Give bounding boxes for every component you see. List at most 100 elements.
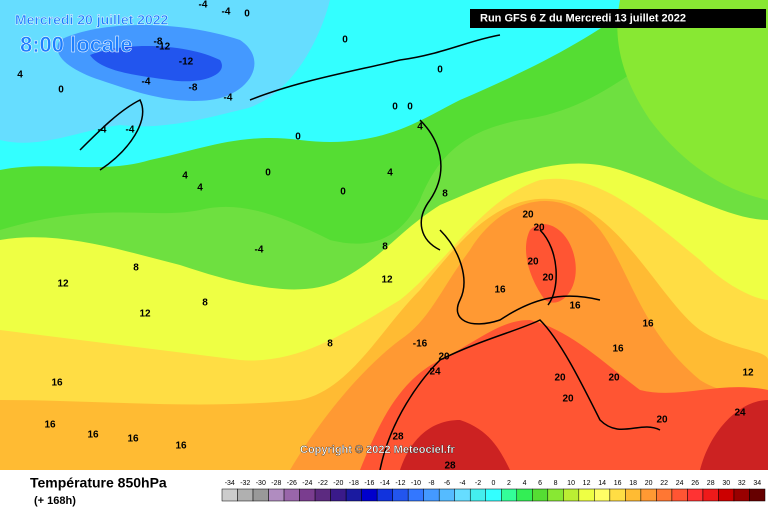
colorbar-swatch [469,488,486,502]
contour-line [419,119,442,251]
colorbar-swatch [733,488,750,502]
contour-label: 16 [494,285,506,296]
colorbar-swatch [423,488,440,502]
colorbar-swatch [376,488,393,502]
colorbar-swatch [547,488,564,502]
contour-label: 16 [127,434,139,445]
colorbar-label: -4 [459,480,465,487]
contour-label: -4 [98,125,107,136]
contour-label: 4 [197,183,203,194]
colorbar-label: 18 [629,480,637,487]
colorbar-swatch [532,488,549,502]
contour-label: 16 [51,378,63,389]
colorbar-swatch [237,488,254,502]
colorbar-label: -30 [256,480,266,487]
colorbar-label: -14 [380,480,390,487]
colorbar-label: -22 [318,480,328,487]
contour-label: 16 [642,319,654,330]
colorbar-swatch [252,488,269,502]
colorbar-swatch [330,488,347,502]
colorbar-swatch [718,488,735,502]
contour-line [379,319,661,471]
contour-label: 16 [44,420,56,431]
colorbar-swatch [454,488,471,502]
colorbar-label: 20 [645,480,653,487]
contour-label: 8 [327,339,333,350]
colorbar-swatch [563,488,580,502]
contour-label: -8 [189,83,198,94]
colorbar-label: 6 [538,480,542,487]
colorbar-swatch [392,488,409,502]
contour-label: 20 [533,223,545,234]
contour-label: 12 [381,275,393,286]
contour-label: -4 [255,245,264,256]
coastline [439,229,601,325]
colorbar-swatch [345,488,362,502]
contour-label: 8 [442,189,448,200]
colorbar-label: 32 [738,480,746,487]
colorbar-label: -16 [364,480,374,487]
contour-label: 4 [17,70,23,81]
contour-label: 0 [342,35,348,46]
colorbar-label: 22 [660,480,668,487]
contour-label: 24 [429,367,441,378]
colorbar-swatch [268,488,285,502]
colorbar-label: 34 [753,480,761,487]
run-info: Run GFS 6 Z du Mercredi 13 juillet 2022 [480,12,686,24]
colorbar-label: -24 [302,480,312,487]
colorbar-swatch [221,488,238,502]
contour-label: 20 [542,273,554,284]
colorbar-swatch [283,488,300,502]
colorbar-label: -20 [333,480,343,487]
colorbar-swatch [749,488,766,502]
contour-label: -4 [224,93,233,104]
contour-label: -4 [126,125,135,136]
colorbar-swatch [299,488,316,502]
contour-label: 16 [87,430,99,441]
colorbar-label: 24 [676,480,684,487]
colorbar-swatch [314,488,331,502]
colorbar-label: -34 [225,480,235,487]
contour-label: 8 [133,263,139,274]
colorbar-label: 26 [691,480,699,487]
contour-label: 0 [265,168,271,179]
contour-label: 4 [387,168,393,179]
contour-label: 16 [569,301,581,312]
coastlines [79,34,661,471]
colorbar-label: -6 [444,480,450,487]
contour-label: 0 [437,65,443,76]
contour-label: -12 [156,42,171,53]
footer-title: Température 850hPa [30,475,167,491]
colorbar-swatch [640,488,657,502]
field-light-green [617,0,768,200]
colorbar-swatch [501,488,518,502]
contour-label: 20 [554,373,566,384]
contour-label: -12 [179,57,194,68]
colorbar-swatch [625,488,642,502]
colorbar-label: 12 [583,480,591,487]
colorbar-label: -26 [287,480,297,487]
contour-label: 16 [612,344,624,355]
contour-label: 8 [202,298,208,309]
colorbar-label: 2 [507,480,511,487]
colorbar-label: 30 [722,480,730,487]
contour-label: 28 [392,432,404,443]
field-deep-blue [90,45,222,82]
contour-label: -16 [413,339,428,350]
colorbar-swatch [485,488,502,502]
colorbar-label: -28 [271,480,281,487]
colorbar-label: 0 [492,480,496,487]
field-red-north [525,224,576,303]
footer-lead: (+ 168h) [34,495,76,507]
colorbar: -34 -32 -30 -28 -26 -24 -22 -20 -18 -16 -14 -12 -10-… [221,480,766,502]
colorbar-swatch [594,488,611,502]
contour-label: 24 [734,408,746,419]
valid-date: Mercredi 20 juillet 2022 [15,12,169,28]
contour-label: 12 [139,309,151,320]
colorbar-label: -12 [395,480,405,487]
colorbar-label: -32 [240,480,250,487]
contour-label: 20 [527,257,539,268]
colorbar-swatch [438,488,455,502]
contour-label: 12 [57,279,69,290]
